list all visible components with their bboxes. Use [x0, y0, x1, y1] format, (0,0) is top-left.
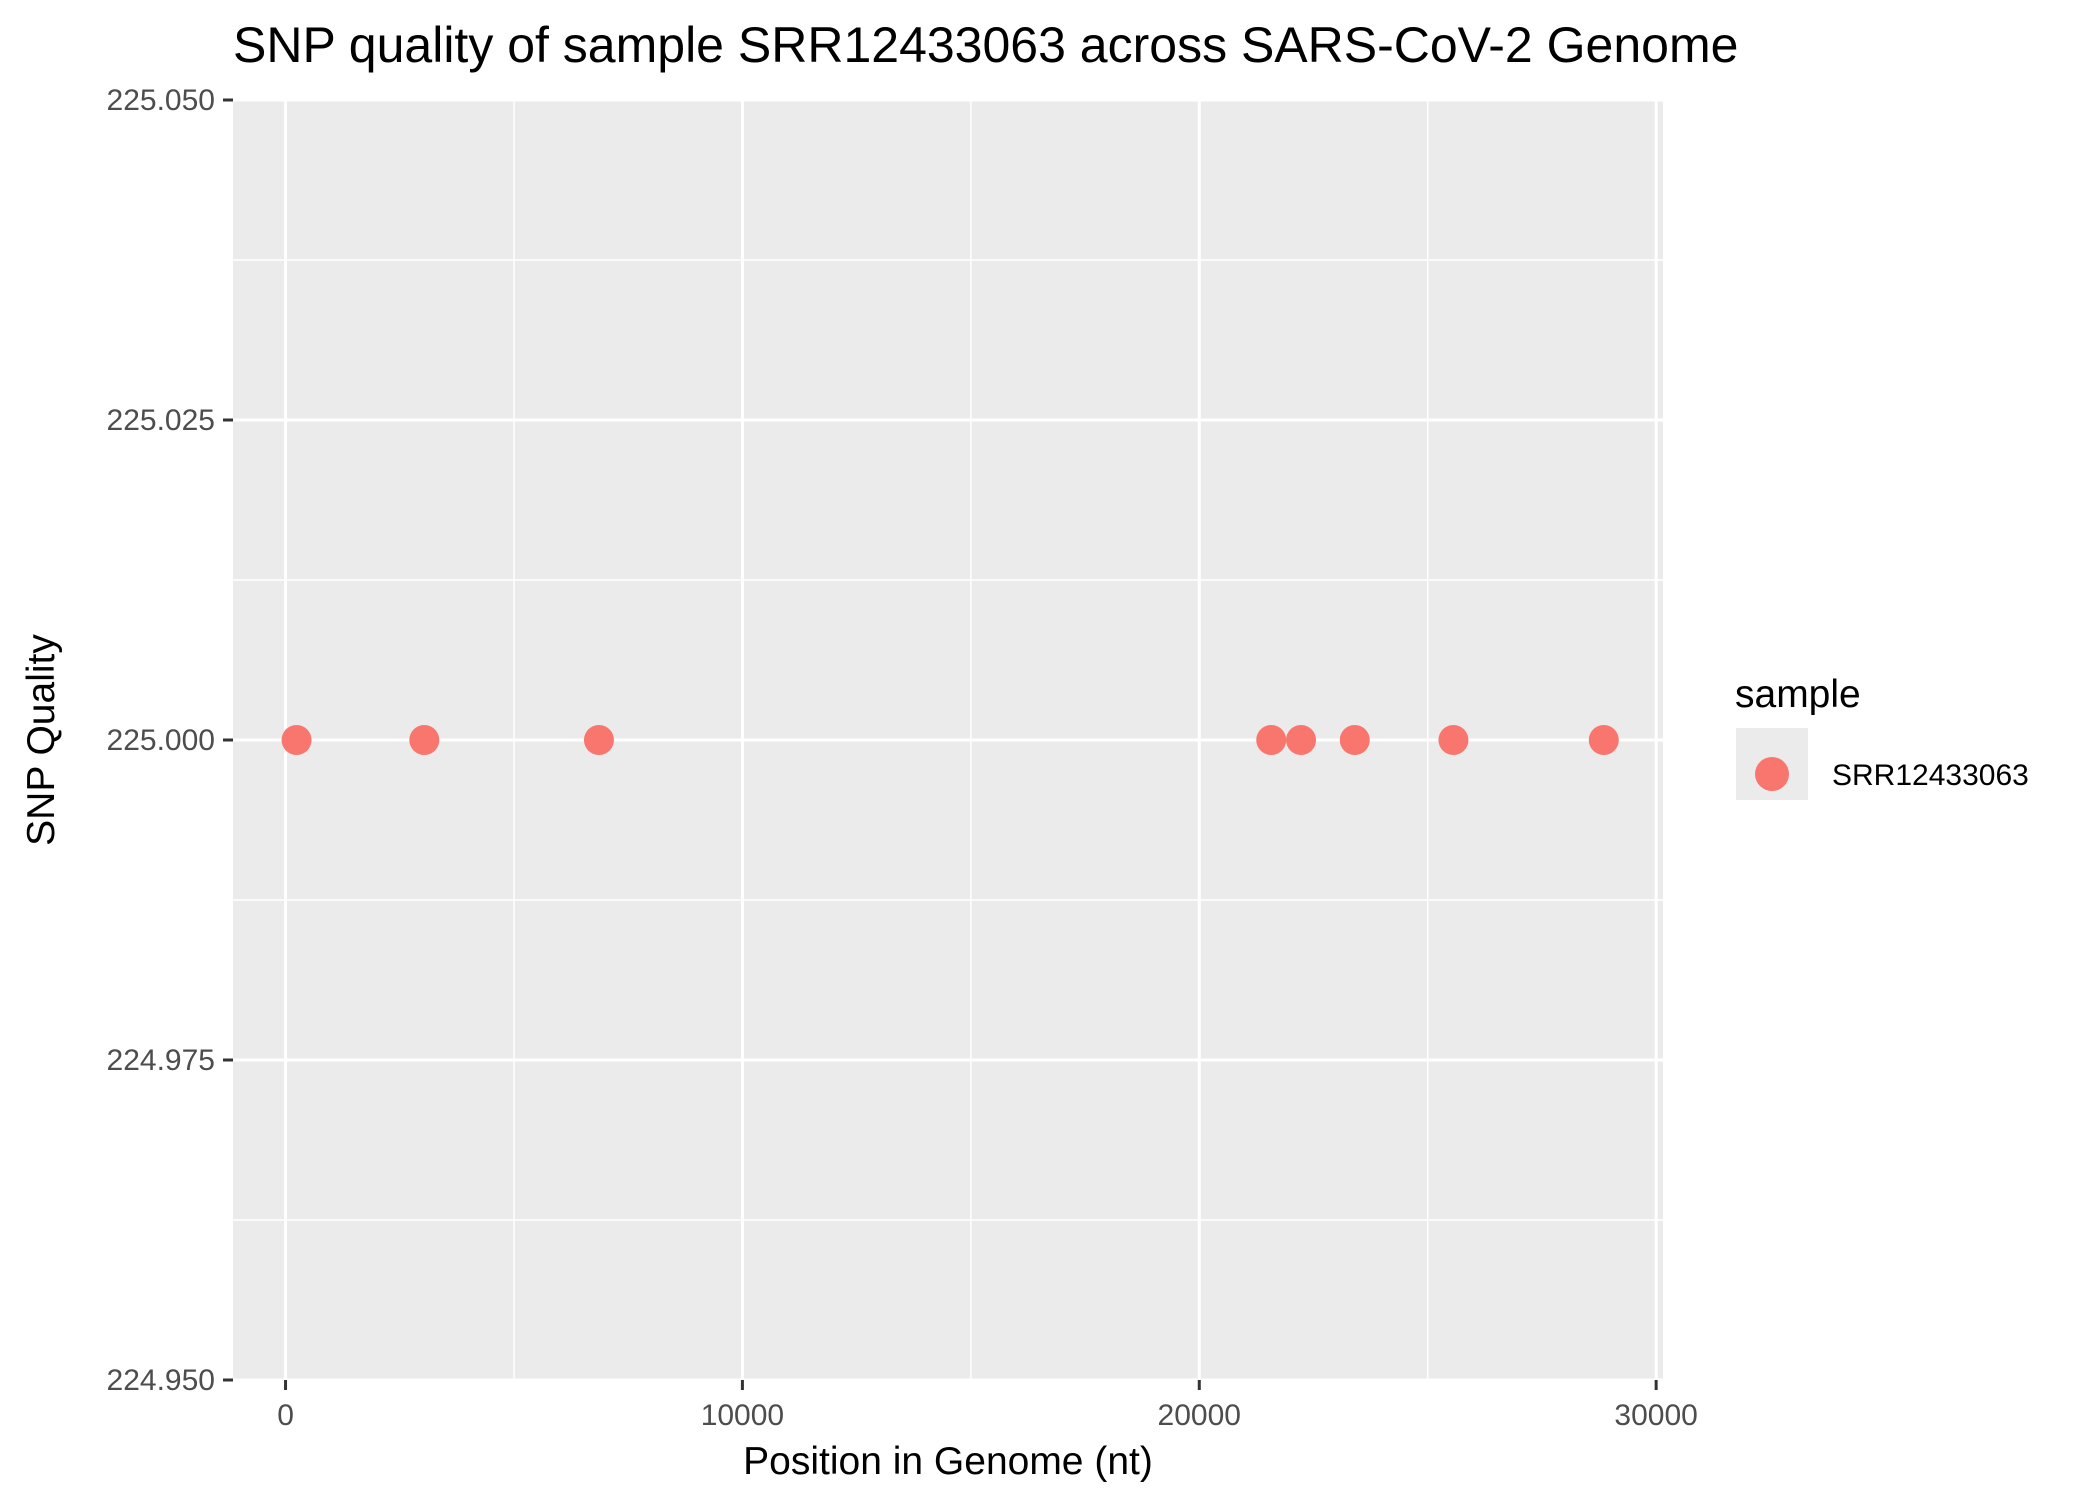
data-points [281, 725, 1619, 755]
x-tick-label-2: 20000 [1158, 1399, 1241, 1432]
y-axis-title: SNP Quality [20, 634, 63, 846]
data-point-0-6 [1438, 725, 1469, 755]
data-point-0-5 [1339, 725, 1370, 755]
legend-label: SRR12433063 [1832, 759, 2029, 792]
data-point-0-2 [583, 725, 614, 755]
x-axis-ticks: 0 10000 20000 30000 [277, 1380, 1698, 1432]
x-axis-title: Position in Genome (nt) [743, 1440, 1153, 1483]
x-tick-label-0: 0 [277, 1399, 294, 1432]
major-gridlines [233, 98, 1663, 1382]
data-point-0-1 [409, 725, 440, 755]
y-tick-label-3: 225.025 [107, 404, 215, 437]
x-tick-label-3: 30000 [1614, 1399, 1697, 1432]
data-point-0-4 [1286, 725, 1317, 755]
y-tick-label-0: 224.950 [107, 1364, 215, 1397]
legend-title: sample [1735, 673, 1861, 716]
data-point-0-3 [1256, 725, 1287, 755]
x-tick-label-1: 10000 [701, 1399, 784, 1432]
legend-key-point [1755, 757, 1789, 791]
y-axis-ticks: 224.950 224.975 225.000 225.025 225.050 [107, 84, 233, 1397]
y-tick-label-2: 225.000 [107, 724, 215, 757]
chart-title: SNP quality of sample SRR12433063 across… [233, 17, 1738, 73]
data-point-0-7 [1588, 725, 1619, 755]
data-point-0-0 [281, 725, 312, 755]
legend: sample SRR12433063 [1735, 673, 2029, 800]
y-tick-label-4: 225.050 [107, 84, 215, 117]
y-tick-label-1: 224.975 [107, 1044, 215, 1077]
